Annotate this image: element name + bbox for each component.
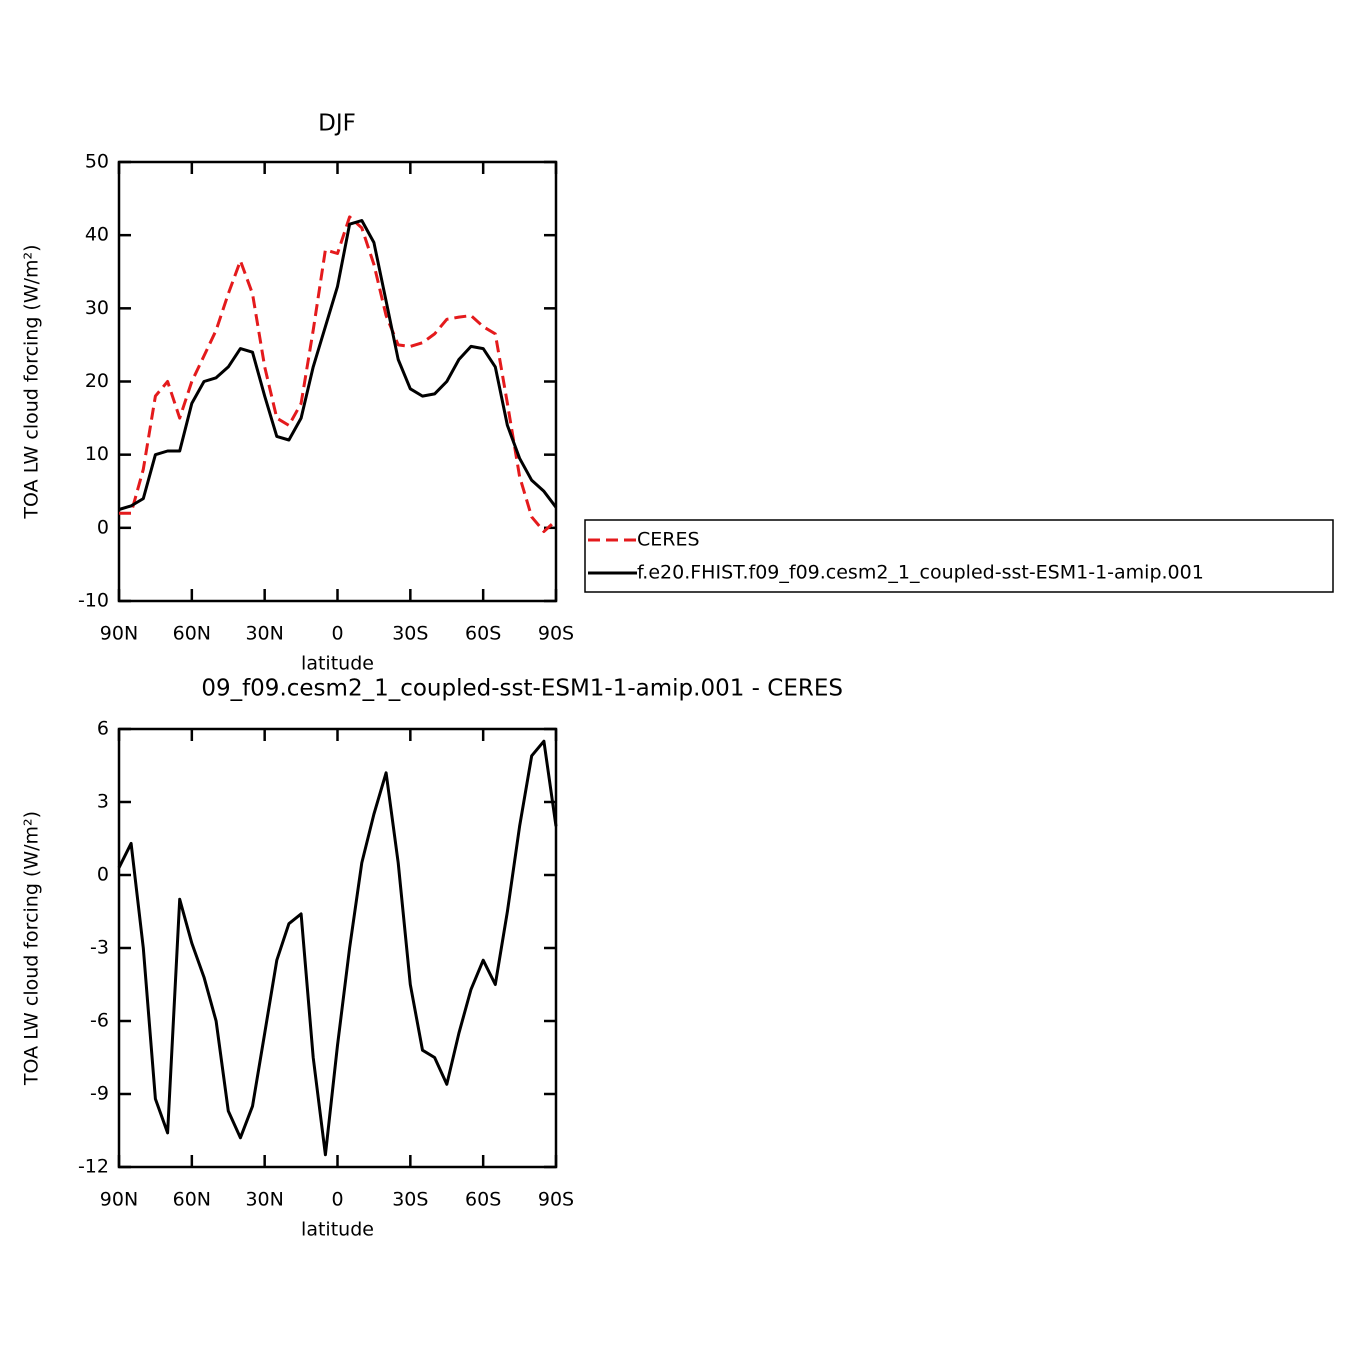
y-tick-label: -10	[78, 590, 109, 612]
y-tick-label: 50	[85, 151, 109, 173]
chart-title: DJF	[318, 111, 356, 137]
x-tick-label: 30N	[245, 623, 283, 645]
x-tick-label: 60N	[173, 1189, 211, 1211]
series-line	[119, 215, 558, 533]
x-tick-label: 0	[331, 1189, 343, 1211]
plot-frame	[117, 160, 558, 603]
x-tick-label: 90N	[100, 1189, 138, 1211]
y-tick-label: 3	[97, 791, 109, 813]
x-tick-label: 30S	[392, 1189, 428, 1211]
y-tick-label: -6	[90, 1010, 109, 1032]
y-tick-label: -12	[78, 1156, 109, 1178]
x-axis-label: latitude	[301, 653, 374, 675]
x-tick-label: 90S	[538, 1189, 574, 1211]
y-tick-label: 10	[85, 443, 109, 465]
series-line	[118, 219, 558, 511]
legend-label: f.e20.FHIST.f09_f09.cesm2_1_coupled-sst-…	[637, 562, 1204, 584]
chart-title: 09_f09.cesm2_1_coupled-sst-ESM1-1-amip.0…	[201, 676, 843, 702]
plot-frame	[117, 727, 558, 1169]
y-tick-label: 20	[85, 370, 109, 392]
x-tick-label: 0	[331, 623, 343, 645]
y-tick-label: 0	[97, 864, 109, 886]
y-axis-label: TOA LW cloud forcing (W/m²)	[21, 811, 43, 1086]
x-tick-label: 60S	[465, 1189, 501, 1211]
y-tick-label: -9	[90, 1083, 109, 1105]
y-axis-label: TOA LW cloud forcing (W/m²)	[21, 244, 43, 519]
x-tick-label: 30N	[245, 1189, 283, 1211]
x-tick-label: 90S	[538, 623, 574, 645]
y-tick-label: 40	[85, 224, 109, 246]
legend-label: CERES	[637, 529, 700, 551]
x-tick-label: 60N	[173, 623, 211, 645]
y-tick-label: 30	[85, 297, 109, 319]
series-line	[117, 739, 558, 1157]
x-axis-label: latitude	[301, 1219, 374, 1241]
x-tick-label: 90N	[100, 623, 138, 645]
x-tick-label: 30S	[392, 623, 428, 645]
y-tick-label: -3	[90, 937, 109, 959]
legend-box	[584, 519, 1334, 593]
y-tick-label: 6	[97, 718, 109, 740]
y-tick-label: 0	[97, 516, 109, 538]
x-tick-label: 60S	[465, 623, 501, 645]
